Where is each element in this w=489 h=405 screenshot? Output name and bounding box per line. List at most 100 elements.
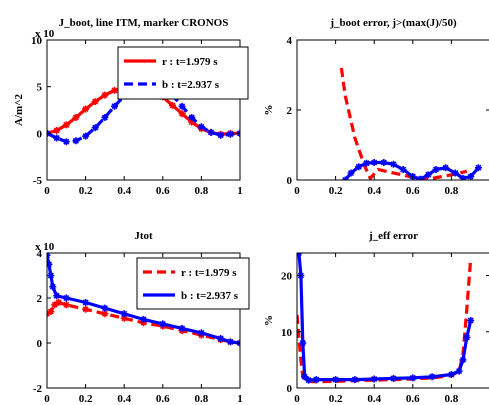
- x-tick-label: 0.6: [156, 393, 170, 405]
- data-point-marker: [178, 102, 186, 110]
- data-point-marker: [432, 166, 440, 173]
- series-line-1: [297, 258, 473, 384]
- data-point-marker: [467, 317, 475, 324]
- plot-area: [47, 253, 240, 347]
- data-point-marker: [467, 173, 475, 180]
- data-point-marker: [370, 375, 378, 383]
- data-point-marker: [47, 272, 55, 279]
- data-point-marker: [111, 102, 119, 110]
- data-point-marker: [53, 292, 61, 300]
- legend-label: r : t=1.979 s: [181, 267, 237, 279]
- data-point-marker: [49, 283, 57, 291]
- y-tick-label: 4: [287, 35, 293, 47]
- data-point-marker: [82, 299, 90, 306]
- chart-panel-4: 0 0.2 0.4 0.6 0.8 0 10 20% j_eff error: [263, 230, 489, 405]
- y-tick-label: 5: [37, 82, 43, 94]
- legend-label: b : t=2.937 s: [162, 79, 220, 91]
- series-line-2: [47, 79, 240, 144]
- x-tick-label: 0: [294, 393, 300, 405]
- x-tick-label: 0.6: [406, 393, 420, 405]
- data-point-marker: [47, 260, 53, 268]
- data-point-marker: [51, 301, 59, 309]
- data-point-marker: [442, 164, 450, 172]
- x-tick-label: 0.2: [79, 185, 93, 197]
- data-point-marker: [62, 294, 70, 302]
- x-tick-label: 0: [294, 185, 300, 197]
- legend: r : t=1.979 s b : t=2.937 s: [117, 46, 249, 100]
- y-tick-label: -5: [33, 175, 43, 187]
- data-point-marker: [197, 123, 205, 131]
- y-tick-label: 20: [281, 271, 293, 283]
- data-point-marker: [459, 356, 467, 364]
- y-tick-label: 0: [37, 338, 43, 350]
- data-point-marker: [305, 376, 313, 384]
- axes-frame: [46, 39, 241, 181]
- y-axis-label: A/m^2: [13, 93, 25, 126]
- data-point-marker: [217, 131, 225, 139]
- data-point-marker: [424, 171, 432, 179]
- x-tick-label: 0.4: [117, 185, 131, 197]
- data-point-marker: [101, 310, 109, 318]
- axes-frame: [296, 39, 489, 181]
- x-tick-label: 0.2: [329, 393, 343, 405]
- axis-exponent-label: x 10: [35, 28, 55, 40]
- data-point-marker: [299, 339, 307, 347]
- x-tick-label: 0: [44, 393, 50, 405]
- data-point-marker: [409, 374, 417, 382]
- x-tick-label: 0.6: [406, 185, 420, 197]
- y-axis-label: %: [263, 315, 275, 326]
- data-point-marker: [72, 113, 80, 121]
- legend-label: b : t=2.937 s: [181, 290, 239, 302]
- data-point-marker: [347, 169, 355, 177]
- data-point-marker: [159, 320, 167, 328]
- data-point-marker: [91, 98, 99, 106]
- data-point-marker: [82, 105, 90, 113]
- x-tick-label: 0.4: [117, 393, 131, 405]
- data-point-marker: [82, 132, 90, 140]
- chart-title: Jtot: [134, 230, 153, 242]
- data-point-marker: [62, 301, 70, 309]
- legend-box: [136, 257, 250, 310]
- data-point-marker: [53, 127, 61, 135]
- data-point-marker: [91, 124, 99, 132]
- y-tick-label: -2: [33, 383, 43, 395]
- data-point-marker: [53, 134, 61, 142]
- x-tick-label: 1: [237, 393, 243, 405]
- data-point-marker: [417, 175, 425, 180]
- data-point-marker: [455, 367, 463, 375]
- y-tick-label: 10: [31, 35, 43, 47]
- series-line-1: [339, 67, 468, 180]
- series-line-2: [47, 254, 240, 345]
- x-tick-label: 1: [237, 185, 243, 197]
- y-tick-label: 0: [287, 175, 293, 187]
- data-point-marker: [178, 110, 186, 118]
- x-tick-label: 0.8: [195, 393, 209, 405]
- data-point-marker: [197, 329, 205, 337]
- data-point-marker: [120, 314, 128, 322]
- data-point-marker: [101, 304, 109, 312]
- x-tick-label: 0.4: [367, 185, 381, 197]
- chart-title: j_boot error, j>(max(J)/50): [329, 17, 457, 29]
- y-tick-label: 10: [281, 327, 293, 339]
- series-line-2: [297, 253, 473, 382]
- data-point-marker: [226, 130, 234, 138]
- chart-title: J_boot, line ITM, marker CRONOS: [59, 17, 229, 29]
- x-tick-label: 0.4: [367, 393, 381, 405]
- data-point-marker: [451, 169, 459, 177]
- data-point-marker: [62, 121, 70, 129]
- data-point-marker: [370, 159, 378, 166]
- data-point-marker: [188, 118, 196, 126]
- data-point-marker: [312, 376, 320, 384]
- data-point-marker: [82, 305, 90, 313]
- data-point-marker: [380, 159, 388, 166]
- data-point-marker: [47, 308, 55, 315]
- data-point-marker: [428, 373, 436, 381]
- data-point-marker: [217, 335, 225, 342]
- data-point-marker: [351, 376, 359, 384]
- data-point-marker: [447, 371, 455, 378]
- data-point-marker: [390, 374, 397, 382]
- plot-area: [339, 67, 482, 180]
